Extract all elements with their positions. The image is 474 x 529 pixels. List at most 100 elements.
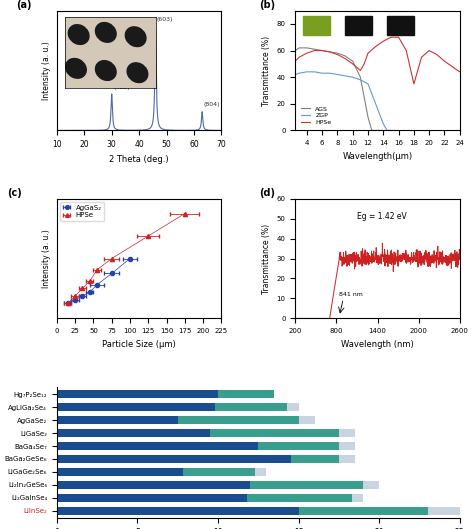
Bar	[57, 390, 274, 398]
HPSe	[357, 67, 363, 74]
Bar	[250, 481, 363, 489]
Bar	[57, 468, 182, 476]
ZGP	[357, 77, 363, 83]
X-axis label: Wavelength (nm): Wavelength (nm)	[341, 340, 414, 349]
Line: HPSe: HPSe	[295, 37, 460, 84]
ZGP	[365, 80, 371, 87]
Bar	[299, 507, 428, 515]
Bar	[57, 507, 299, 515]
AGS	[342, 53, 348, 59]
Bar	[387, 16, 414, 34]
ZGP	[292, 71, 298, 78]
HPSe	[419, 54, 424, 60]
AGS	[292, 48, 298, 54]
ZGP	[304, 69, 310, 75]
Text: Eg = 1.42 eV: Eg = 1.42 eV	[357, 212, 407, 221]
HPSe	[361, 61, 367, 67]
Text: (c): (c)	[8, 188, 22, 198]
Bar	[303, 16, 330, 34]
HPSe	[403, 48, 409, 54]
ZGP	[350, 74, 356, 80]
Bar	[247, 494, 352, 501]
Bar	[57, 481, 250, 489]
X-axis label: 2 Theta (deg.): 2 Theta (deg.)	[109, 154, 169, 164]
Bar	[218, 390, 274, 398]
Bar	[57, 481, 379, 489]
AGS	[373, 127, 378, 134]
Bar	[57, 494, 247, 501]
Bar	[57, 429, 355, 437]
AGS	[369, 127, 374, 134]
Text: (d): (d)	[259, 188, 275, 198]
HPSe	[319, 48, 325, 54]
Y-axis label: Transmittance (%): Transmittance (%)	[262, 35, 271, 106]
Bar	[57, 416, 178, 424]
ZGP	[296, 70, 302, 76]
HPSe	[296, 54, 302, 60]
Bar	[215, 403, 287, 411]
ZGP	[335, 71, 340, 78]
AGS	[327, 49, 333, 55]
ZGP	[388, 127, 394, 134]
Bar	[291, 455, 339, 463]
Bar	[210, 429, 339, 437]
HPSe	[426, 48, 432, 54]
Legend: AgGaS₂, HPSe: AgGaS₂, HPSe	[60, 202, 104, 221]
Bar	[57, 442, 355, 450]
Y-axis label: Intensity (a. u.): Intensity (a. u.)	[42, 41, 51, 100]
HPSe	[342, 56, 348, 62]
Bar	[178, 416, 299, 424]
HPSe	[292, 58, 298, 65]
AGS	[357, 74, 363, 80]
Text: (a): (a)	[16, 0, 31, 10]
AGS	[304, 44, 310, 51]
HPSe	[381, 38, 386, 44]
ZGP	[319, 70, 325, 76]
Legend: AGS, ZGP, HPSe: AGS, ZGP, HPSe	[299, 104, 334, 127]
Bar	[57, 403, 215, 411]
Text: (b): (b)	[259, 0, 275, 10]
HPSe	[373, 43, 378, 50]
ZGP	[327, 70, 333, 76]
AGS	[319, 48, 325, 54]
Bar	[182, 468, 255, 476]
HPSe	[434, 51, 440, 58]
Line: ZGP: ZGP	[295, 72, 391, 131]
ZGP	[373, 101, 378, 107]
HPSe	[449, 63, 455, 70]
AGS	[350, 58, 356, 65]
Text: (402): (402)	[113, 85, 130, 90]
ZGP	[342, 72, 348, 79]
HPSe	[311, 48, 317, 54]
HPSe	[396, 34, 401, 40]
Text: (804): (804)	[203, 103, 220, 107]
Bar	[57, 455, 291, 463]
Bar	[57, 390, 218, 398]
HPSe	[327, 49, 333, 55]
HPSe	[388, 34, 394, 40]
HPSe	[365, 50, 371, 57]
X-axis label: Wavelength(μm): Wavelength(μm)	[343, 152, 413, 161]
HPSe	[457, 69, 463, 75]
X-axis label: Particle Size (μm): Particle Size (μm)	[102, 340, 176, 349]
AGS	[311, 46, 317, 52]
HPSe	[442, 58, 447, 65]
Bar	[345, 16, 372, 34]
Bar	[57, 507, 460, 515]
Bar	[57, 468, 266, 476]
Y-axis label: Intensity (a. u.): Intensity (a. u.)	[42, 229, 51, 288]
HPSe	[411, 80, 417, 87]
ZGP	[381, 121, 386, 127]
Bar	[57, 403, 299, 411]
Bar	[57, 442, 258, 450]
ZGP	[384, 127, 390, 134]
Bar	[57, 429, 210, 437]
HPSe	[350, 61, 356, 67]
HPSe	[335, 51, 340, 58]
AGS	[381, 127, 386, 134]
Bar	[57, 494, 363, 501]
Bar	[258, 442, 339, 450]
AGS	[335, 50, 340, 57]
Y-axis label: Transmittance (%): Transmittance (%)	[262, 223, 271, 294]
Bar	[57, 416, 315, 424]
